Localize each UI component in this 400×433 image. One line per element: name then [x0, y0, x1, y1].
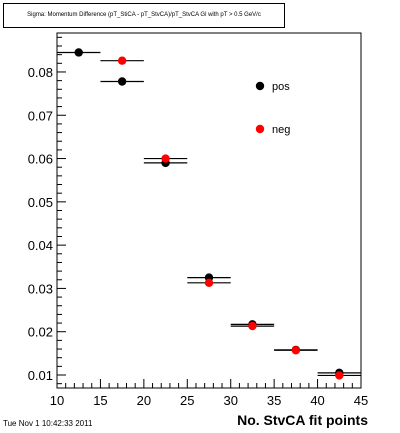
- data-point: [335, 371, 344, 380]
- legend-label: neg: [272, 124, 290, 136]
- y-tick-label: 0.03: [28, 281, 53, 296]
- legend: pos neg: [248, 66, 341, 144]
- y-tick-label: 0.04: [28, 238, 53, 253]
- y-tick-label: 0.08: [28, 65, 53, 80]
- y-tick-label: 0.05: [28, 195, 53, 210]
- chart-title: Sigma: Momentum Difference (pT_StiCA - p…: [3, 3, 285, 28]
- x-tick-label: 40: [310, 393, 324, 408]
- x-tick-label: 25: [180, 393, 194, 408]
- series-layer: [57, 48, 361, 380]
- data-point: [117, 56, 127, 65]
- data-point: [117, 77, 127, 86]
- x-tick-label: 15: [93, 393, 107, 408]
- y-tick-label: 0.06: [28, 152, 53, 167]
- data-point: [161, 154, 170, 163]
- legend-marker: [255, 124, 265, 134]
- y-tick-label: 0.07: [28, 108, 53, 123]
- data-point: [74, 48, 83, 57]
- y-tick-label: 0.01: [28, 368, 53, 383]
- x-tick-label: 30: [223, 393, 237, 408]
- x-axis-label: No. StvCA fit points: [237, 412, 368, 428]
- x-tick-label: 35: [267, 393, 281, 408]
- legend-label: pos: [272, 81, 290, 93]
- y-tick-label: 0.02: [28, 325, 53, 340]
- data-point: [291, 346, 301, 355]
- x-tick-label: 20: [137, 393, 151, 408]
- x-tick-label: 10: [50, 393, 64, 408]
- data-point: [248, 321, 257, 331]
- timestamp: Tue Nov 1 10:42:33 2011: [3, 419, 93, 428]
- data-point: [204, 278, 214, 287]
- axes: 10 15 20 25 30 35 40 45 0.01 0.02 0.03 0.04 0.05 0.06…: [28, 36, 368, 408]
- legend-marker: [255, 81, 265, 91]
- x-tick-label: 45: [354, 393, 368, 408]
